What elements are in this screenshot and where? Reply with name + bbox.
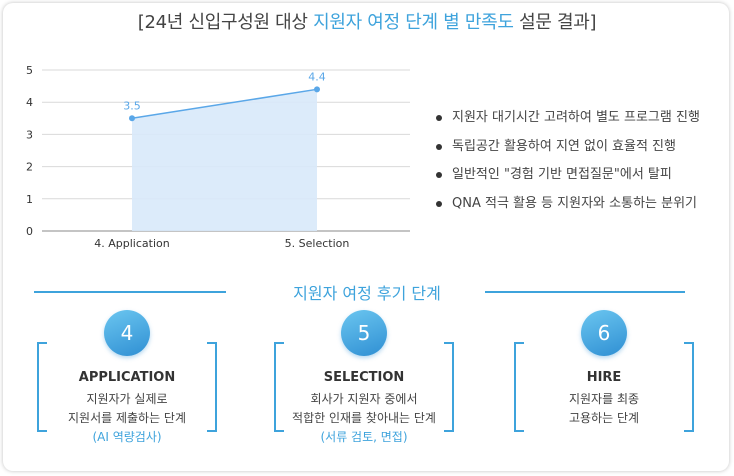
section-divider-left: [34, 291, 226, 293]
stage-desc-line1: 지원자를 최종: [568, 392, 640, 406]
data-point: [314, 86, 320, 93]
bullet-item: 지원자 대기시간 고려하여 별도 프로그램 진행: [436, 104, 700, 133]
title-highlight: 지원자 여정 단계 별 만족도: [313, 12, 514, 33]
data-point: [129, 115, 135, 122]
stage-number-badge: 5: [341, 310, 387, 356]
stage-card-hire: 6 HIRE 지원자를 최종 고용하는 단계: [514, 310, 694, 440]
y-tick-label: 0: [26, 225, 33, 238]
page-title: [24년 신입구성원 대상 지원자 여정 단계 별 만족도 설문 결과]: [0, 8, 734, 34]
bullet-item: 일반적인 "경험 기반 면접질문"에서 탈피: [436, 161, 700, 190]
y-tick-label: 1: [26, 193, 33, 206]
stage-note: (AI 역량검사): [92, 430, 162, 444]
y-tick-label: 3: [26, 128, 33, 141]
title-suffix: 설문 결과]: [513, 12, 597, 33]
bullet-dot-icon: [436, 115, 442, 122]
y-tick-label: 4: [26, 96, 33, 109]
stage-name: SELECTION: [323, 370, 405, 385]
bullet-item: QNA 적극 활용 등 지원자와 소통하는 분위기: [436, 190, 700, 219]
stage-number-badge: 6: [581, 310, 627, 356]
title-prefix: [24년 신입구성원 대상: [137, 12, 314, 33]
bullet-dot-icon: [436, 200, 442, 207]
series-area: [132, 89, 317, 231]
stage-desc-line2: 지원서를 제출하는 단계: [67, 411, 187, 425]
card-frame: [3, 3, 729, 471]
stage-name: APPLICATION: [78, 370, 176, 385]
y-tick-label: 2: [26, 161, 33, 174]
stage-card-selection: 5 SELECTION 회사가 지원자 중에서 적합한 인재를 찾아내는 단계 …: [274, 310, 454, 444]
bullet-text: QNA 적극 활용 등 지원자와 소통하는 분위기: [452, 195, 698, 211]
stages-title: 지원자 여정 후기 단계: [293, 284, 441, 303]
stage-desc-line2: 고용하는 단계: [568, 411, 640, 425]
x-tick-label: 5. Selection: [285, 237, 350, 250]
stage-number-badge: 4: [104, 310, 150, 356]
stage-desc-line1: 회사가 지원자 중에서: [310, 392, 418, 406]
y-tick-label: 5: [26, 64, 33, 77]
left-bracket: [274, 342, 284, 432]
stage-desc-line1: 지원자가 실제로: [86, 392, 168, 406]
x-tick-label: 4. Application: [94, 237, 169, 250]
bullet-dot-icon: [436, 143, 442, 150]
bullet-text: 지원자 대기시간 고려하여 별도 프로그램 진행: [452, 110, 700, 126]
satisfaction-chart: 0 1 2 3 4 5 3.5 4. Application 4.4 5. Selection: [26, 64, 410, 250]
right-bracket: [444, 342, 454, 432]
stage-name: HIRE: [586, 370, 622, 385]
left-bracket: [514, 342, 524, 432]
series-line: [131, 88, 318, 120]
data-label: 4.4: [308, 70, 326, 83]
bullet-item: 독립공간 활용하여 지연 없이 효율적 진행: [436, 133, 700, 162]
bullet-text: 일반적인 "경험 기반 면접질문"에서 탈피: [452, 167, 672, 183]
stage-desc-line2: 적합한 인재를 찾아내는 단계: [292, 411, 436, 425]
bullet-dot-icon: [436, 172, 442, 179]
bullet-text: 독립공간 활용하여 지연 없이 효율적 진행: [452, 138, 676, 154]
section-divider-right: [485, 291, 685, 293]
right-bracket: [207, 342, 217, 432]
stage-card-application: 4 APPLICATION 지원자가 실제로 지원서를 제출하는 단계 (AI …: [37, 310, 217, 444]
left-bracket: [37, 342, 47, 432]
bullet-list: 지원자 대기시간 고려하여 별도 프로그램 진행 독립공간 활용하여 지연 없이…: [436, 104, 700, 218]
data-label: 3.5: [123, 99, 141, 112]
right-bracket: [684, 342, 694, 432]
stage-note: (서류 검토, 면접): [320, 430, 408, 444]
